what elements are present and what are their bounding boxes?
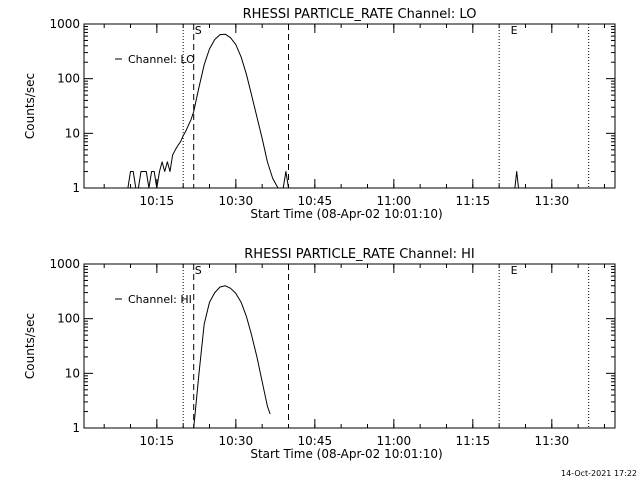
x-tick-label: 10:30 [219,434,254,448]
legend-label: Channel: HI [128,293,192,306]
x-tick-label: 10:15 [140,434,175,448]
plot-frame [83,23,616,189]
y-axis-label: Counts/sec [23,73,37,139]
chart-panel-lo: RHESSI PARTICLE_RATE Channel: LO 10:15 10:… [23,7,616,221]
x-tick-label: 11:00 [377,194,412,208]
time-marker-label: E [511,24,518,37]
y-tick-label: 1000 [49,257,80,271]
chart-title: RHESSI PARTICLE_RATE Channel: LO [243,7,477,22]
y-tick-label: 1000 [49,17,80,31]
y-tick-label: 10 [65,366,80,380]
x-axis-label: Start Time (08-Apr-02 10:01:10) [250,207,442,221]
x-tick-label: 11:15 [456,434,491,448]
x-tick-label: 11:30 [535,194,570,208]
y-tick-label: 100 [57,312,80,326]
x-tick-label: 10:45 [298,434,333,448]
chart-title: RHESSI PARTICLE_RATE Channel: HI [244,247,474,262]
y-tick-label: 100 [57,72,80,86]
x-tick-label: 11:15 [456,194,491,208]
series-line [514,171,519,189]
plot-frame [83,263,616,429]
y-tick-label: 1 [72,421,80,435]
y-axis-label: Counts/sec [23,313,37,379]
y-tick-label: 1 [72,181,80,195]
time-marker-label: S [195,24,202,37]
x-tick-label: 10:45 [298,194,333,208]
series-line [127,33,292,189]
x-tick-label: 11:30 [535,434,570,448]
x-tick-label: 10:15 [140,194,175,208]
chart-panel-hi: RHESSI PARTICLE_RATE Channel: HI 10:15 10:… [23,247,616,461]
legend-label: Channel: LO [128,53,195,66]
x-tick-label: 10:30 [219,194,254,208]
series-line [193,285,271,429]
x-tick-label: 11:00 [377,434,412,448]
footer-timestamp: 14-Oct-2021 17:22 [561,469,637,478]
time-marker-label: S [195,264,202,277]
y-tick-label: 10 [65,126,80,140]
x-axis-label: Start Time (08-Apr-02 10:01:10) [250,447,442,461]
time-marker-label: E [511,264,518,277]
